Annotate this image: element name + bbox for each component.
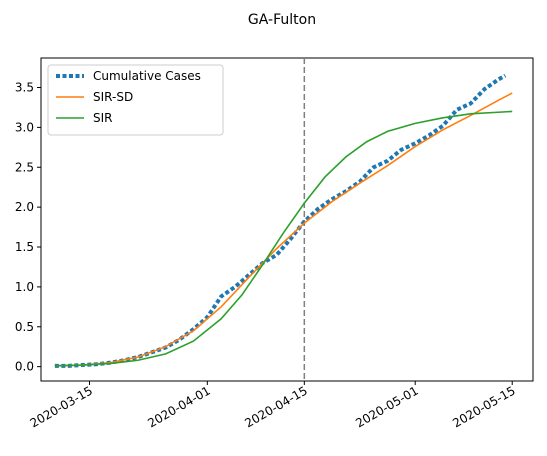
y-tick-label: 1.5 xyxy=(15,240,34,254)
y-tick-label: 3.5 xyxy=(15,81,34,95)
chart-title: GA-Fulton xyxy=(248,12,316,28)
series-cumulative-cases-line xyxy=(54,73,507,368)
series-sir-line xyxy=(54,110,513,367)
axes-frame xyxy=(40,57,534,382)
y-tick-label: 1.0 xyxy=(15,280,34,294)
legend-label: Cumulative Cases xyxy=(93,69,201,83)
legend-box xyxy=(47,64,224,136)
y-tick-label: 3.0 xyxy=(15,120,34,134)
legend-label: SIR xyxy=(93,111,113,125)
y-tick-label: 2.5 xyxy=(15,160,34,174)
y-tick-label: 0.5 xyxy=(15,320,34,334)
y-tick-label: 2.0 xyxy=(15,200,34,214)
series-sir-sd-line xyxy=(54,92,513,367)
legend: Cumulative Cases SIR-SD SIR xyxy=(47,64,224,136)
legend-label: SIR-SD xyxy=(93,90,133,104)
y-tick-label: 0.0 xyxy=(15,360,34,374)
